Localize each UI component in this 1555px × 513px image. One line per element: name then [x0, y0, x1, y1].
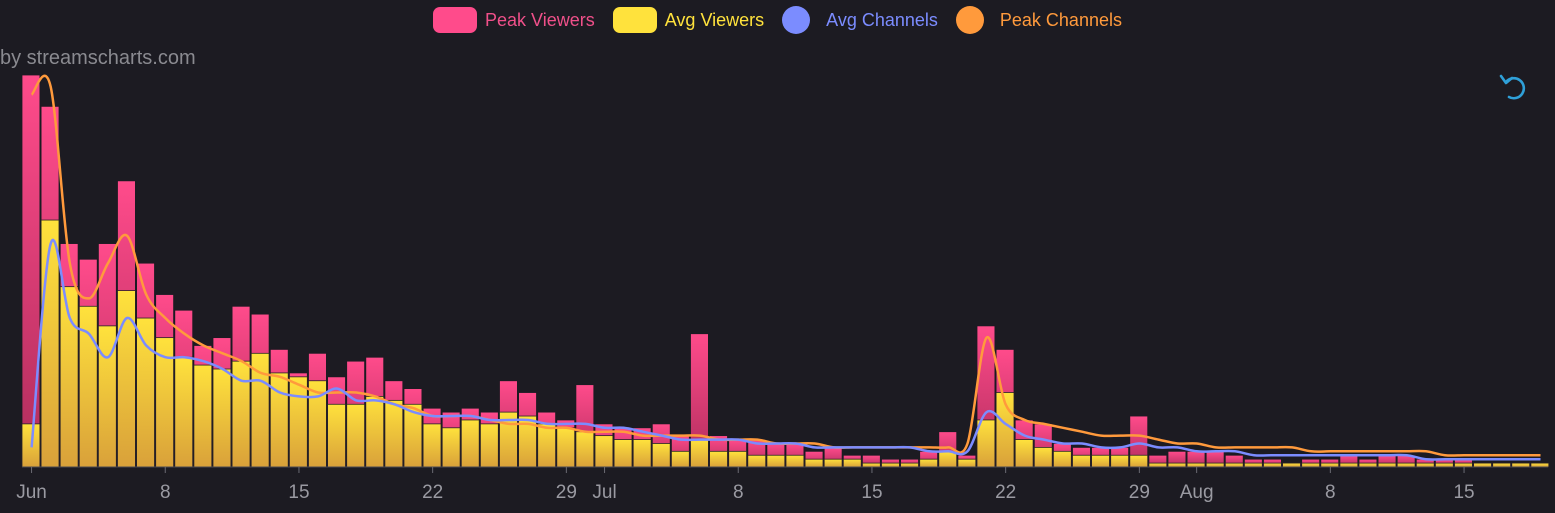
legend-item-peak-viewers[interactable]: Peak Viewers: [433, 7, 595, 33]
x-tick-label: 15: [288, 482, 309, 503]
avg-viewers-bar[interactable]: [862, 462, 881, 468]
x-axis-ticks: Jun 8 15 22 29 Jul 8 15 22 29 Aug 8 15: [16, 467, 1475, 503]
x-tick-label: 29: [1129, 482, 1150, 503]
avg-viewers-bar[interactable]: [174, 356, 194, 468]
avg-viewers-bar[interactable]: [1511, 462, 1531, 468]
avg-viewers-bar[interactable]: [460, 419, 480, 468]
x-tick-label: 22: [422, 482, 443, 503]
x-tick-label: 15: [1453, 482, 1474, 503]
avg-viewers-bar[interactable]: [556, 427, 576, 468]
peak-viewers-swatch: [433, 7, 478, 33]
avg-viewers-bar[interactable]: [1053, 450, 1072, 468]
x-tick-label: Aug: [1180, 482, 1214, 503]
avg-viewers-bar[interactable]: [1473, 462, 1492, 468]
avg-viewers-bar[interactable]: [327, 403, 346, 468]
avg-viewers-bar[interactable]: [881, 462, 900, 468]
avg-viewers-bar[interactable]: [1435, 462, 1454, 468]
avg-viewers-bar[interactable]: [212, 368, 232, 468]
avg-viewers-bar[interactable]: [766, 454, 786, 468]
avg-viewers-bar[interactable]: [193, 364, 213, 468]
avg-viewers-bar[interactable]: [690, 439, 709, 468]
avg-viewers-bar[interactable]: [40, 219, 60, 468]
x-tick-label: 8: [160, 482, 171, 503]
avg-viewers-bar[interactable]: [823, 458, 843, 468]
avg-viewers-bar[interactable]: [1320, 462, 1340, 468]
avg-viewers-bar[interactable]: [671, 450, 690, 468]
x-tick-label: 8: [1325, 482, 1336, 503]
x-tick-label: 15: [861, 482, 882, 503]
legend-label-peak-channels: Peak Channels: [999, 9, 1122, 30]
avg-viewers-bar[interactable]: [422, 423, 442, 468]
avg-viewers-bar[interactable]: [1186, 462, 1206, 468]
avg-viewers-bar[interactable]: [728, 450, 748, 468]
avg-viewers-bar[interactable]: [594, 435, 614, 468]
legend-item-avg-channels[interactable]: Avg Channels: [782, 6, 938, 34]
avg-viewers-bar[interactable]: [479, 423, 499, 468]
avg-channels-line: [30, 238, 1541, 461]
peak-channels-marker: [955, 6, 984, 34]
avg-viewers-bar[interactable]: [1072, 454, 1091, 468]
x-tick-label: 8: [733, 482, 744, 503]
avg-viewers-bar[interactable]: [384, 399, 404, 468]
avg-viewers-bar[interactable]: [1282, 462, 1301, 468]
avg-viewers-bar[interactable]: [1129, 454, 1149, 468]
x-tick-label: 29: [556, 482, 577, 503]
legend-label-avg-viewers: Avg Viewers: [664, 9, 765, 30]
avg-viewers-bar[interactable]: [1492, 462, 1511, 468]
reset-zoom-icon[interactable]: [1497, 70, 1531, 104]
avg-viewers-bar[interactable]: [537, 423, 557, 468]
avg-viewers-bar[interactable]: [1339, 462, 1359, 468]
legend-item-peak-channels[interactable]: Peak Channels: [955, 6, 1122, 34]
avg-viewers-bar[interactable]: [842, 458, 862, 468]
avg-viewers-bar[interactable]: [1454, 462, 1473, 468]
avg-viewers-bar[interactable]: [957, 458, 977, 468]
avg-viewers-bar[interactable]: [900, 462, 919, 468]
avg-viewers-bar[interactable]: [1205, 462, 1225, 468]
avg-viewers-bar[interactable]: [365, 396, 385, 468]
avg-viewers-swatch: [612, 7, 657, 33]
avg-viewers-bar[interactable]: [1224, 462, 1244, 468]
avg-viewers-bar[interactable]: [575, 431, 595, 468]
legend-label-avg-channels: Avg Channels: [826, 9, 938, 30]
legend-label-peak-viewers: Peak Viewers: [485, 9, 595, 30]
avg-viewers-bar[interactable]: [785, 454, 805, 468]
avg-viewers-bar[interactable]: [1167, 462, 1187, 468]
peak-viewers-bar[interactable]: [21, 74, 41, 468]
avg-viewers-bar[interactable]: [1377, 462, 1397, 468]
avg-viewers-bar[interactable]: [613, 439, 633, 468]
avg-viewers-bar[interactable]: [288, 376, 308, 468]
avg-viewers-bar[interactable]: [632, 439, 652, 468]
avg-channels-marker: [782, 6, 811, 34]
x-tick-label: Jul: [592, 482, 616, 503]
avg-viewers-bar[interactable]: [346, 403, 366, 468]
avg-viewers-bar[interactable]: [441, 427, 461, 468]
avg-viewers-bar[interactable]: [136, 317, 155, 468]
avg-viewers-bar[interactable]: [1033, 446, 1053, 468]
avg-viewers-bar[interactable]: [1301, 462, 1320, 468]
avg-viewers-bar[interactable]: [1244, 462, 1263, 468]
avg-viewers-bar[interactable]: [1091, 454, 1110, 468]
legend-item-avg-viewers[interactable]: Avg Viewers: [612, 7, 765, 33]
avg-viewers-bars: [21, 219, 1550, 468]
chart-legend: Peak Viewers Avg Viewers Avg Channels Pe…: [0, 6, 1555, 34]
avg-viewers-bar[interactable]: [1358, 462, 1378, 468]
x-tick-label: 22: [995, 482, 1016, 503]
avg-viewers-bar[interactable]: [1110, 454, 1129, 468]
avg-viewers-bar[interactable]: [651, 443, 671, 468]
avg-viewers-bar[interactable]: [804, 458, 824, 468]
avg-viewers-bar[interactable]: [1014, 439, 1034, 468]
avg-viewers-bar[interactable]: [1148, 462, 1168, 468]
avg-viewers-bar[interactable]: [1263, 462, 1282, 468]
avg-viewers-bar[interactable]: [1530, 462, 1550, 468]
avg-viewers-bar[interactable]: [1396, 462, 1416, 468]
x-tick-label: Jun: [16, 482, 47, 503]
avg-viewers-bar[interactable]: [747, 454, 767, 468]
avg-viewers-bar[interactable]: [1415, 462, 1435, 468]
avg-viewers-bar[interactable]: [919, 458, 939, 468]
avg-viewers-bar[interactable]: [709, 450, 728, 468]
credit-text: by streamscharts.com: [0, 47, 196, 69]
